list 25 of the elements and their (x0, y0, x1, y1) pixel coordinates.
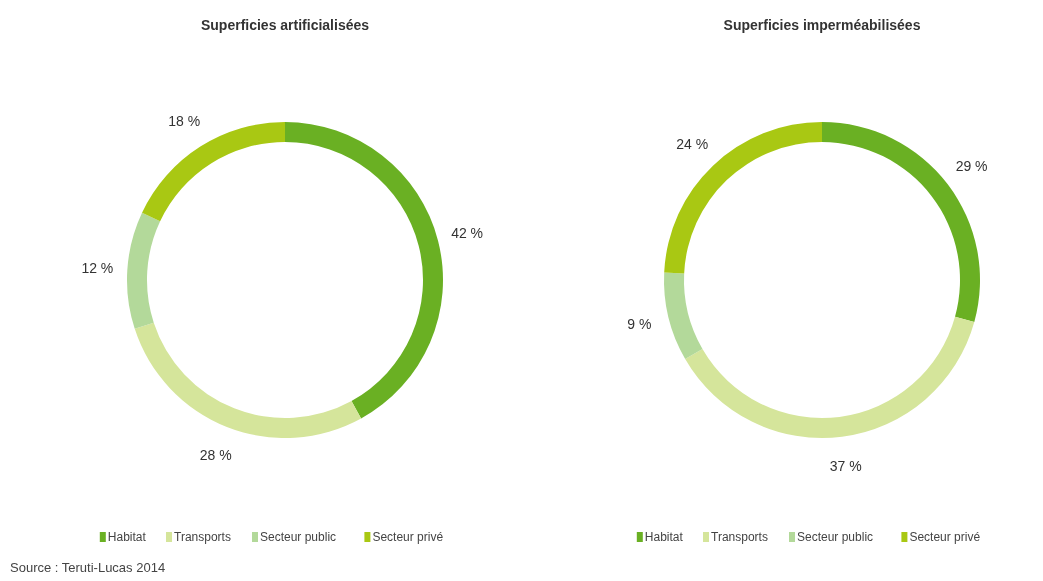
legend-label: Habitat (107, 530, 147, 544)
donut-slice (664, 272, 703, 359)
data-label: 18 % (168, 113, 201, 130)
legend-label: Habitat (644, 530, 684, 544)
source-note: Source : Teruti-Lucas 2014 (10, 560, 166, 575)
legend-label: Transports (174, 530, 231, 544)
legend-label: Transports (711, 530, 768, 544)
data-label: 42 % (451, 225, 484, 242)
chart-title: Superficies imperméabilisées (723, 17, 921, 33)
legend-label: Secteur privé (372, 530, 444, 544)
donut-slice (685, 316, 975, 438)
data-label: 9 % (627, 316, 652, 333)
data-label: 28 % (199, 446, 232, 463)
data-label: 24 % (676, 135, 709, 152)
donut-slice (664, 122, 822, 274)
legend-label: Secteur public (797, 530, 874, 544)
data-label: 12 % (81, 260, 114, 277)
legend-label: Secteur privé (909, 530, 981, 544)
donut-slice (285, 122, 443, 419)
legend-label: Secteur public (260, 530, 337, 544)
data-label: 37 % (829, 458, 862, 475)
donut-slice (134, 322, 362, 438)
donut-slice (127, 212, 161, 329)
chart-title: Superficies artificialisées (200, 17, 370, 33)
data-label: 29 % (955, 158, 988, 175)
